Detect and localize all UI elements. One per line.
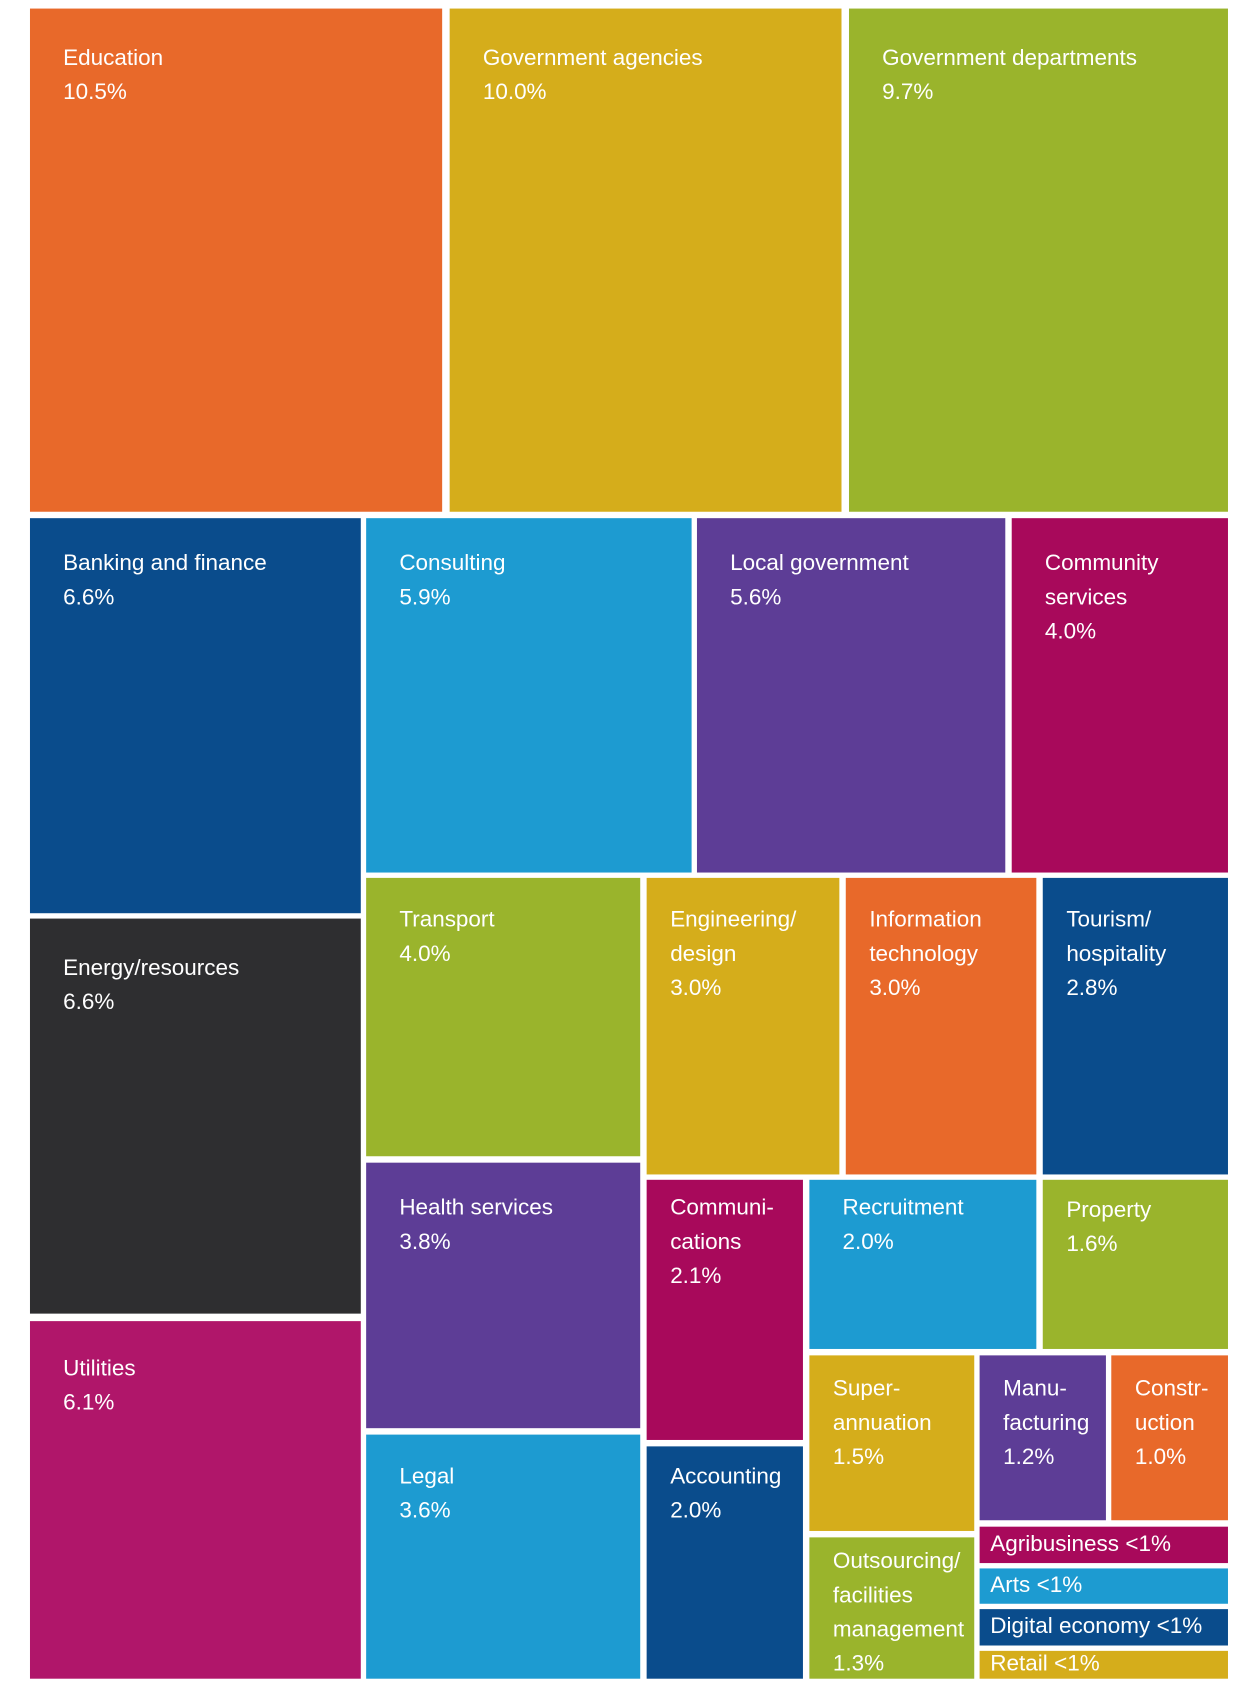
tile-value: 6.6% [63, 584, 114, 609]
tile-value: 9.7% [882, 79, 933, 104]
tile-value: <1% [1125, 1531, 1171, 1556]
tile-label: Health services [399, 1195, 553, 1220]
tile-value: 10.0% [483, 79, 547, 104]
tile-value: 2.8% [1066, 975, 1117, 1000]
tile-label: Consulting [399, 550, 505, 575]
tile-value: 5.6% [730, 584, 781, 609]
tile-value: 1.3% [833, 1651, 884, 1676]
tile-label: Arts [990, 1572, 1030, 1597]
tile-value: 2.0% [843, 1229, 894, 1254]
tile-value: 3.6% [399, 1498, 450, 1523]
tile-label: Utilities [63, 1355, 135, 1380]
tile-value: 2.0% [670, 1498, 721, 1523]
tile-label: Retail [990, 1651, 1047, 1676]
tile-value: 5.9% [399, 584, 450, 609]
tile-label: Digital economy [990, 1613, 1151, 1638]
tile-label: Transport [399, 907, 495, 932]
tile-value: <1% [1054, 1651, 1100, 1676]
tile-value: 1.5% [833, 1444, 884, 1469]
tile-value: 1.0% [1135, 1444, 1186, 1469]
tile-value: 3.0% [670, 975, 721, 1000]
tile-value: 4.0% [1045, 619, 1096, 644]
tile-label: Accounting [670, 1463, 781, 1488]
tile-label: Government departments [882, 45, 1137, 70]
treemap: Education 10.5% Government agencies 10.0% Go… [30, 9, 1228, 1679]
tile-label: Banking and finance [63, 550, 267, 575]
tile-value: 10.5% [63, 79, 127, 104]
tile-value: 4.0% [399, 941, 450, 966]
tile-label: Local government [730, 550, 909, 575]
treemap-chart: Education 10.5% Government agencies 10.0% Go… [0, 0, 1259, 1694]
page: {"chart_data": {"type": "treemap", "cate… [0, 0, 1259, 1694]
tile-value: 1.6% [1066, 1231, 1117, 1256]
tile-value: 1.2% [1003, 1444, 1054, 1469]
tile-label: Legal [399, 1463, 454, 1488]
tile-value: 3.0% [869, 975, 920, 1000]
tile-value: 3.8% [399, 1229, 450, 1254]
tile-label: Agribusiness [990, 1531, 1119, 1556]
tile-label: Property [1066, 1197, 1152, 1222]
tile-value: 6.1% [63, 1389, 114, 1414]
tile-value: <1% [1037, 1572, 1083, 1597]
tile [30, 518, 361, 913]
tile-value: 6.6% [63, 989, 114, 1014]
tile-value: <1% [1157, 1613, 1203, 1638]
tile-label: Government agencies [483, 45, 703, 70]
tile-label: Education [63, 45, 163, 70]
tile-label: Recruitment [843, 1195, 965, 1220]
tile-label: Energy/resources [63, 955, 239, 980]
tile-value: 2.1% [670, 1263, 721, 1288]
